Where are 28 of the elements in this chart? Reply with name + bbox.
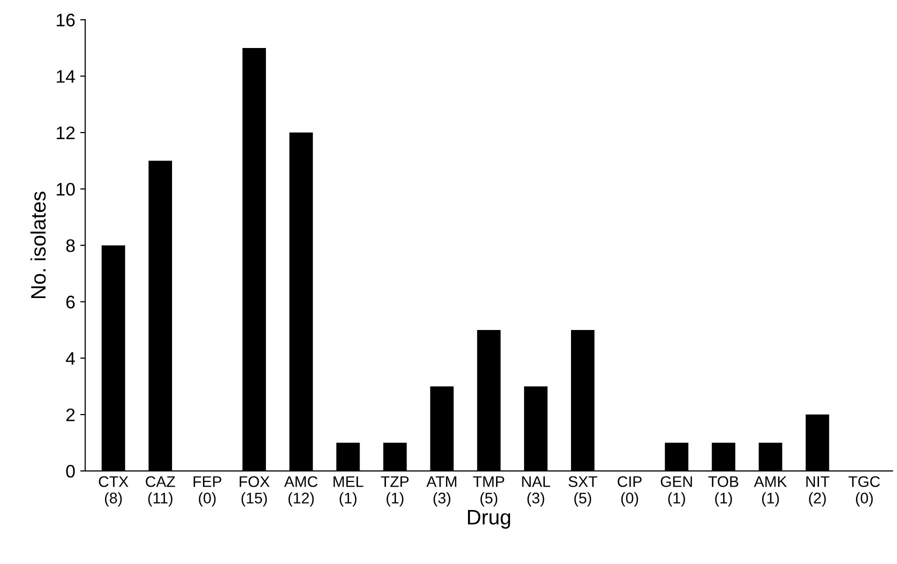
- y-tick-label: 12: [56, 126, 75, 140]
- y-tick-label: 6: [66, 296, 75, 308]
- x-tick-label: CAZ (11): [146, 476, 176, 506]
- y-tick-label: 8: [66, 239, 75, 252]
- y-tick-label: 14: [56, 70, 75, 83]
- x-tick-label: CTX (8): [98, 476, 128, 506]
- x-tick-label: SXT (5): [568, 476, 598, 506]
- x-tick-label: NIT (2): [806, 476, 830, 506]
- y-tick-label: 4: [66, 352, 75, 365]
- y-tick-label: 16: [56, 14, 75, 26]
- x-tick-label: GEN (1): [660, 476, 692, 506]
- x-tick-label: ATM (3): [426, 476, 456, 506]
- x-tick-label: TMP (5): [473, 476, 504, 506]
- x-tick-label: AMK (1): [754, 476, 787, 506]
- x-tick-label: FOX (15): [240, 476, 270, 506]
- x-tick-label: TOB (1): [708, 476, 738, 506]
- x-tick-label: MEL (1): [334, 476, 364, 506]
- x-tick-label: TZP (1): [380, 476, 409, 506]
- x-tick-label: NAL (3): [522, 476, 550, 506]
- x-tick-label: CIP (0): [618, 476, 642, 506]
- x-axis-title: Drug: [468, 510, 510, 529]
- y-axis-title: No. isolates: [30, 192, 46, 298]
- y-tick-label: 10: [56, 182, 75, 196]
- y-tick-label: 2: [66, 408, 75, 422]
- x-tick-label: TGC (0): [848, 476, 880, 506]
- x-tick-label: FEP (0): [194, 476, 222, 506]
- y-tick-label: 0: [66, 464, 75, 478]
- x-tick-label: AMC (12): [284, 476, 318, 506]
